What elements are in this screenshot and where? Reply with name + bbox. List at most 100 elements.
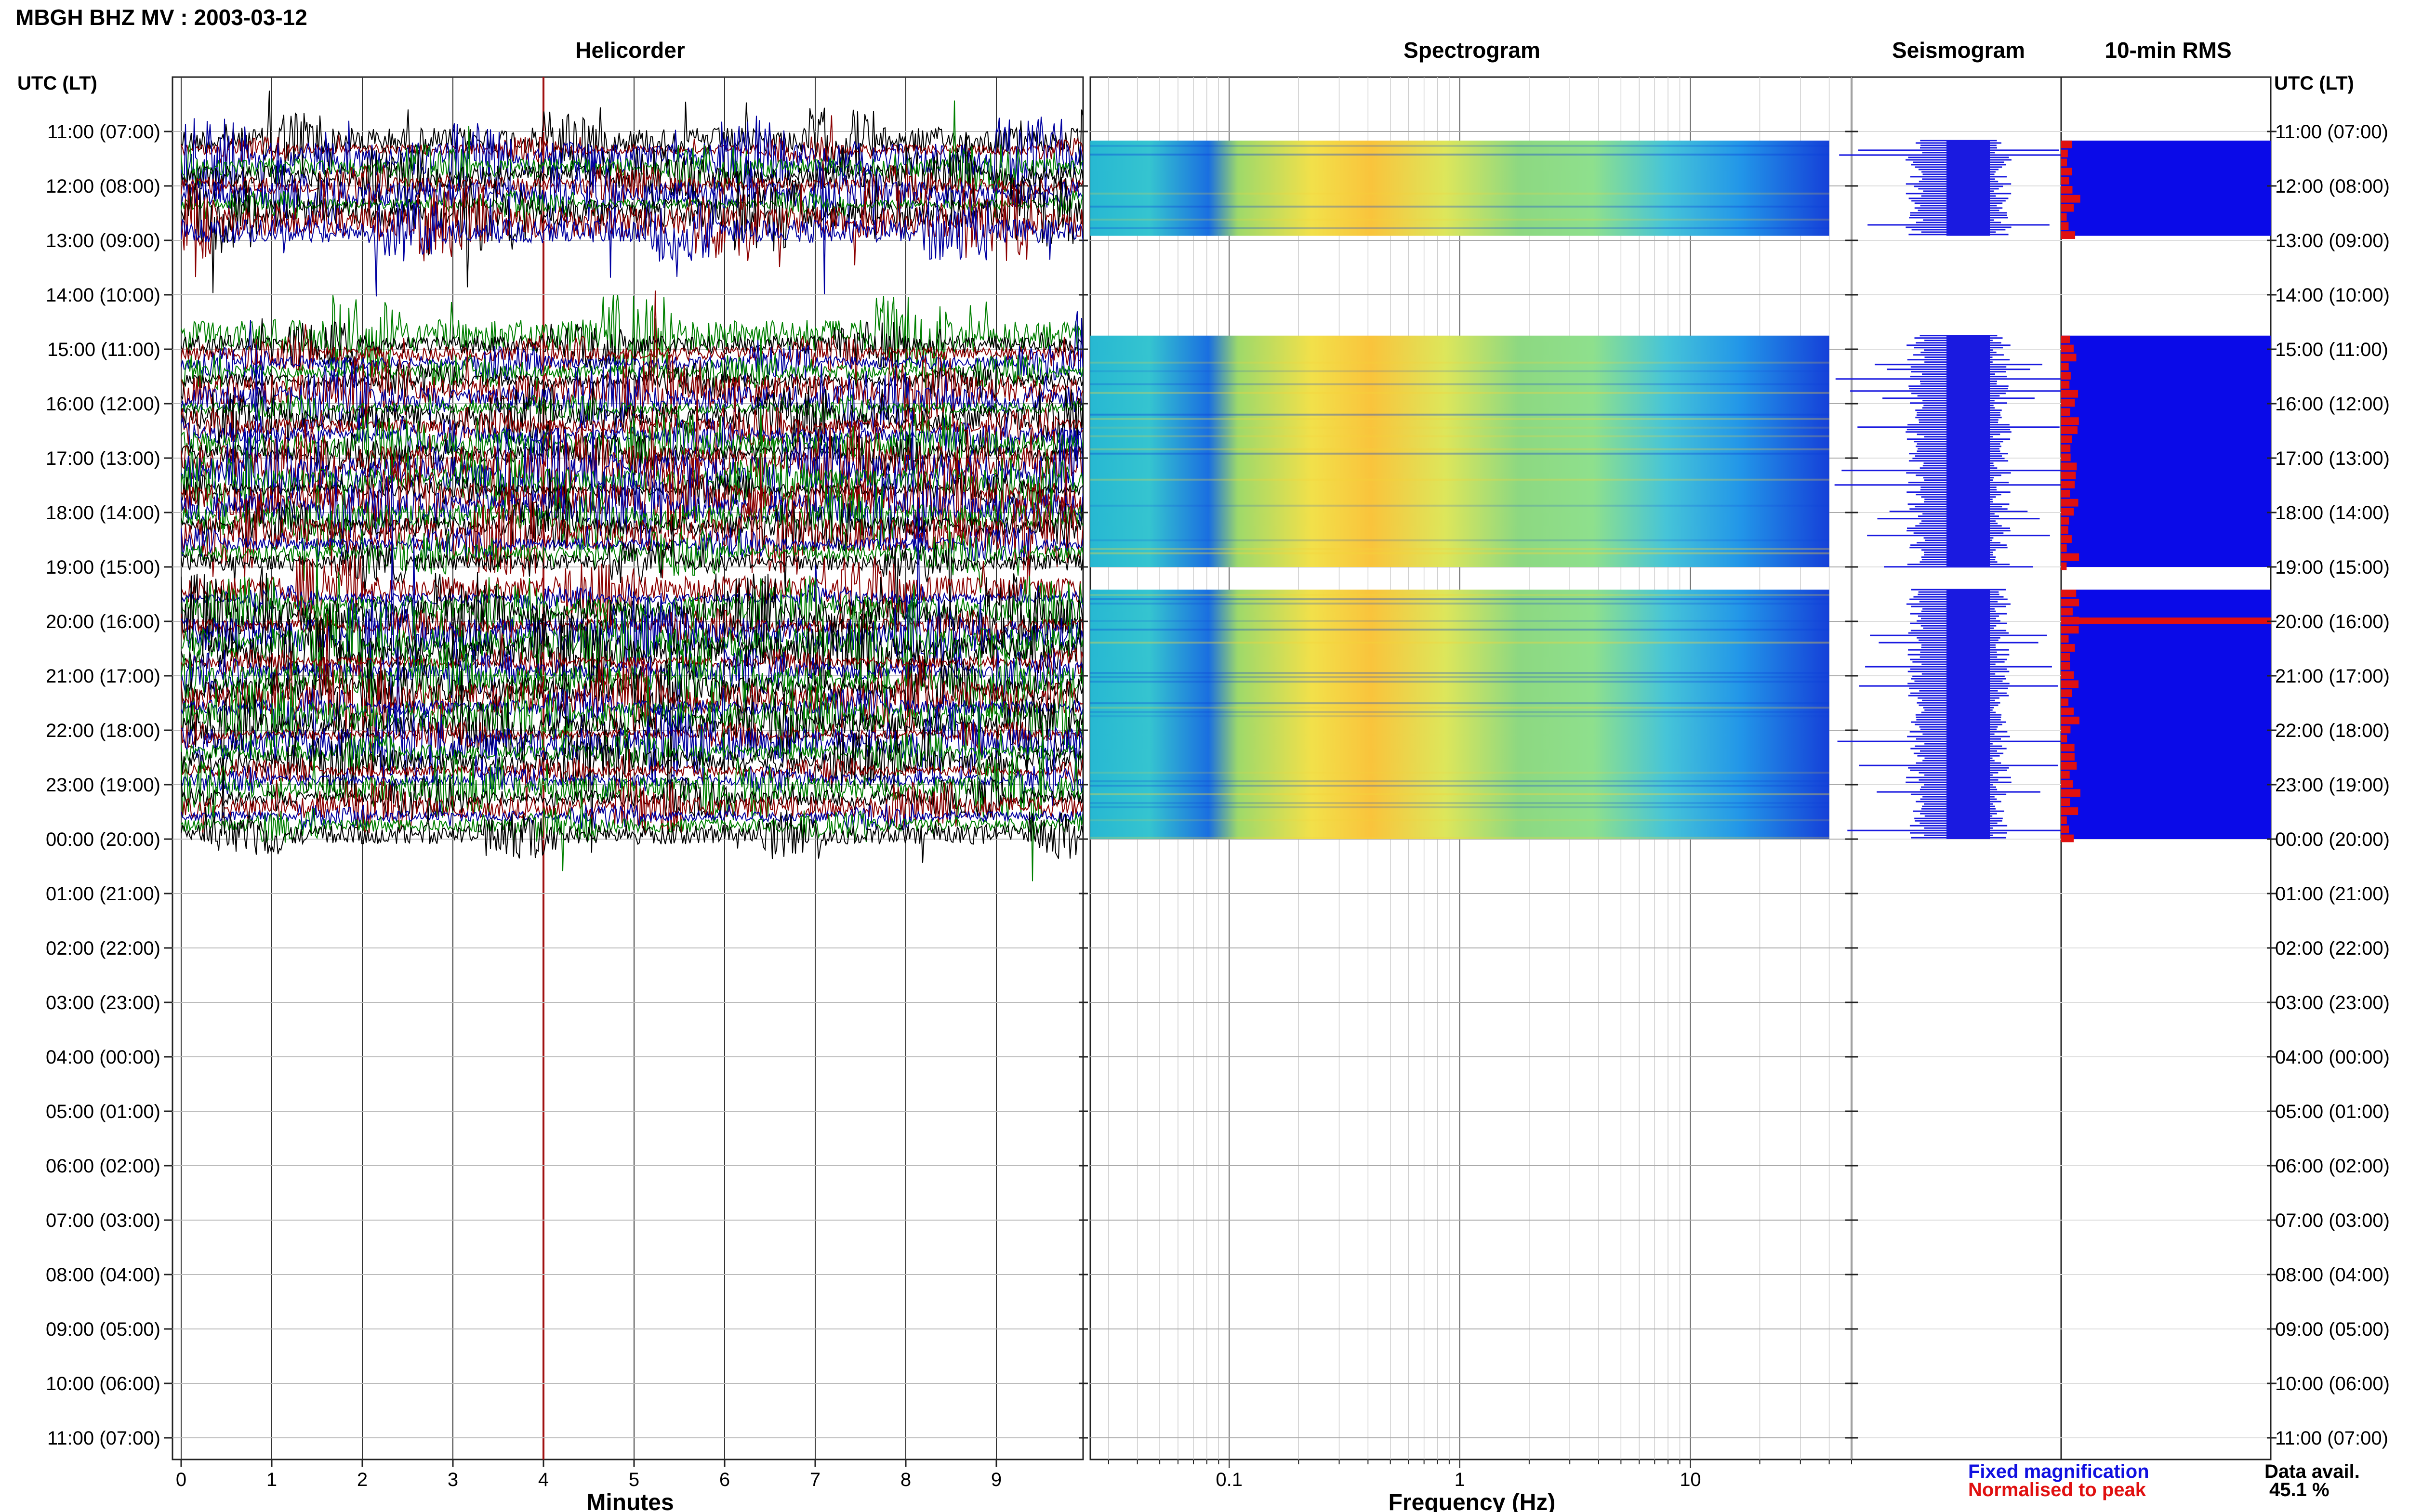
rms-bar	[2061, 716, 2079, 724]
time-axis-label-left: UTC (LT)	[17, 73, 97, 94]
helicorder-x-tick: 2	[357, 1469, 368, 1490]
time-tick-right: 00:00 (20:00)	[2275, 829, 2390, 850]
rms-bar	[2061, 204, 2074, 212]
time-tick-right: 16:00 (12:00)	[2275, 394, 2390, 415]
helicorder-trace	[181, 720, 1083, 761]
spectrogram-x-tick: 1	[1455, 1469, 1465, 1490]
rms-bar	[2061, 354, 2077, 362]
rms-bar	[2061, 644, 2075, 652]
helicorder-trace	[181, 131, 1083, 241]
rms-title: 10-min RMS	[2105, 38, 2231, 63]
rms-bar	[2061, 816, 2067, 824]
time-tick-right: 05:00 (01:00)	[2275, 1101, 2390, 1122]
time-tick-right: 23:00 (19:00)	[2275, 775, 2390, 796]
time-tick-right: 11:00 (07:00)	[2275, 121, 2388, 143]
helicorder-trace	[181, 381, 1083, 511]
helicorder-trace	[181, 115, 1083, 163]
time-tick-right: 11:00 (07:00)	[2275, 1428, 2388, 1449]
helicorder-trace	[181, 613, 1083, 794]
rms-bar	[2061, 671, 2074, 679]
time-tick-right: 18:00 (14:00)	[2275, 502, 2390, 524]
rms-bar	[2061, 472, 2076, 480]
helicorder-trace	[181, 756, 1083, 802]
rms-bar	[2061, 735, 2067, 743]
time-tick-right: 03:00 (23:00)	[2275, 992, 2390, 1013]
rms-bar	[2061, 689, 2072, 697]
availability-label: Data avail.	[2264, 1461, 2360, 1482]
rms-bar	[2061, 753, 2075, 761]
time-tick-right: 13:00 (09:00)	[2275, 230, 2390, 251]
helicorder-trace	[181, 311, 1083, 383]
time-tick-left: 21:00 (17:00)	[46, 666, 160, 687]
time-tick-left: 08:00 (04:00)	[46, 1264, 160, 1286]
time-tick-left: 13:00 (09:00)	[46, 230, 160, 251]
helicorder-trace	[181, 739, 1083, 806]
time-ticks-left: 11:00 (07:00) 12:00 (08:00) 13:00 (09:00) 1…	[46, 121, 2277, 1449]
time-tick-right: 20:00 (16:00)	[2275, 611, 2390, 632]
spectrogram-block	[1090, 335, 1829, 567]
spectrogram-title: Spectrogram	[1403, 38, 1540, 63]
rms-peak-bar	[2061, 618, 2271, 624]
time-tick-left: 15:00 (11:00)	[47, 339, 160, 360]
helicorder-x-ticks: 0 1 2 3 4 5 6 7 8 9	[176, 1459, 1002, 1490]
rms-bar	[2061, 381, 2070, 389]
rms-bar	[2061, 607, 2073, 616]
seismogram-title: Seismogram	[1892, 38, 2025, 63]
helicorder-x-label: Minutes	[586, 1490, 674, 1512]
helicorder-title: Helicorder	[575, 38, 685, 63]
rms-bar	[2061, 662, 2070, 670]
rms-bar	[2061, 149, 2068, 158]
time-tick-right: 14:00 (10:00)	[2275, 285, 2390, 306]
rms-bar	[2061, 363, 2069, 371]
spectrogram-x-label: Frequency (Hz)	[1389, 1490, 1556, 1512]
helicorder-trace	[181, 523, 1083, 562]
rms-bar	[2061, 158, 2067, 167]
time-tick-left: 17:00 (13:00)	[46, 448, 160, 469]
rms-bar	[2061, 435, 2072, 443]
rms-bar	[2061, 231, 2076, 239]
helicorder-trace	[181, 413, 1083, 576]
rms-bar	[2061, 417, 2079, 425]
helicorder-x-tick: 6	[719, 1469, 730, 1490]
availability-value: 45.1 %	[2269, 1479, 2330, 1500]
time-tick-right: 08:00 (04:00)	[2275, 1264, 2390, 1286]
rms-bar	[2061, 744, 2075, 752]
rms-bar	[2061, 789, 2080, 797]
legend-normalised: Normalised to peak	[1968, 1479, 2146, 1500]
helicorder-x-tick: 3	[448, 1469, 458, 1490]
helicorder-trace	[181, 640, 1083, 759]
helicorder-trace	[181, 571, 1083, 693]
time-tick-left: 07:00 (03:00)	[46, 1210, 160, 1231]
time-tick-left: 10:00 (06:00)	[46, 1373, 160, 1394]
helicorder-trace	[181, 515, 1083, 625]
time-tick-right: 22:00 (18:00)	[2275, 720, 2390, 741]
time-tick-right: 21:00 (17:00)	[2275, 666, 2390, 687]
time-tick-right: 15:00 (11:00)	[2275, 339, 2388, 360]
rms-bar	[2061, 544, 2067, 552]
spectrogram-x-tick: 10	[1680, 1469, 1701, 1490]
spectrogram-block	[1090, 140, 1829, 236]
time-tick-right: 12:00 (08:00)	[2275, 176, 2390, 197]
helicorder-trace	[181, 612, 1083, 755]
helicorder-trace	[181, 686, 1083, 764]
time-tick-right: 09:00 (05:00)	[2275, 1319, 2390, 1340]
helicorder-trace	[181, 706, 1083, 881]
time-tick-left: 22:00 (18:00)	[46, 720, 160, 741]
helicorder-x-tick: 7	[810, 1469, 821, 1490]
helicorder-trace	[181, 741, 1083, 819]
time-tick-left: 05:00 (01:00)	[46, 1101, 160, 1122]
time-tick-left: 11:00 (07:00)	[47, 1428, 160, 1449]
time-tick-right: 01:00 (21:00)	[2275, 883, 2390, 905]
rms-bar	[2061, 526, 2068, 534]
spectrogram-x-ticks: 0.1 1 10	[1216, 1469, 1701, 1490]
rms-bar	[2061, 177, 2069, 184]
helicorder-trace	[181, 357, 1083, 461]
rms-bar	[2061, 399, 2075, 407]
time-tick-left: 04:00 (00:00)	[46, 1047, 160, 1068]
time-tick-right: 17:00 (13:00)	[2275, 448, 2390, 469]
rms-block	[2061, 335, 2271, 567]
helicorder-trace	[181, 318, 1083, 381]
rms-bar	[2061, 762, 2077, 770]
time-tick-right: 02:00 (22:00)	[2275, 938, 2390, 959]
helicorder-trace	[181, 474, 1083, 581]
